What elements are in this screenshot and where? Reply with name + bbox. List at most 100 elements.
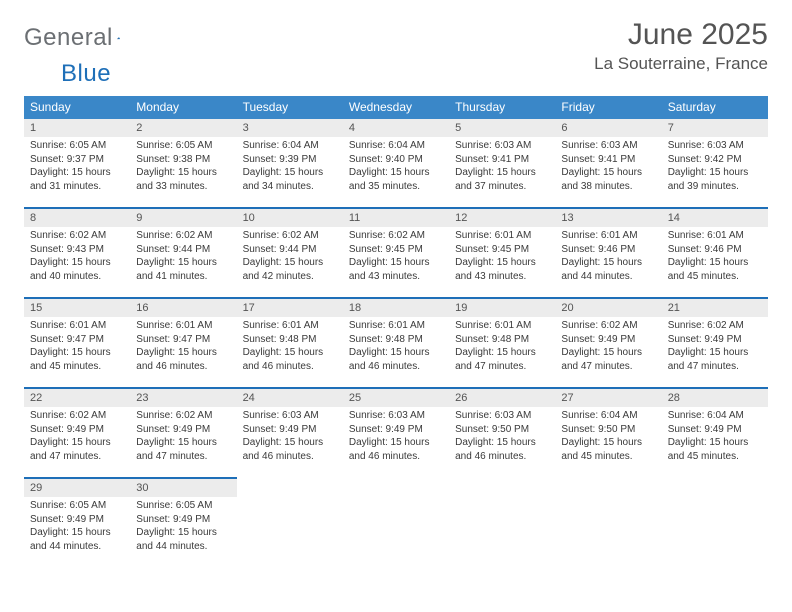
weekday-header: Monday bbox=[130, 96, 236, 119]
day-detail-cell: Sunrise: 6:01 AMSunset: 9:46 PMDaylight:… bbox=[555, 227, 661, 298]
sunset-line: Sunset: 9:48 PM bbox=[455, 333, 549, 347]
sunset-line: Sunset: 9:49 PM bbox=[30, 513, 124, 527]
day-number-cell: 30 bbox=[130, 478, 236, 497]
sunset-line: Sunset: 9:49 PM bbox=[136, 513, 230, 527]
weekday-header: Thursday bbox=[449, 96, 555, 119]
day-number-cell: 21 bbox=[662, 298, 768, 317]
sunrise-line: Sunrise: 6:01 AM bbox=[668, 229, 762, 243]
sunrise-line: Sunrise: 6:02 AM bbox=[30, 409, 124, 423]
sunset-line: Sunset: 9:39 PM bbox=[243, 153, 337, 167]
sunrise-line: Sunrise: 6:04 AM bbox=[561, 409, 655, 423]
sunrise-line: Sunrise: 6:03 AM bbox=[668, 139, 762, 153]
sunset-line: Sunset: 9:41 PM bbox=[561, 153, 655, 167]
sunset-line: Sunset: 9:49 PM bbox=[136, 423, 230, 437]
sunrise-line: Sunrise: 6:02 AM bbox=[136, 409, 230, 423]
daylight-line: Daylight: 15 hours and 43 minutes. bbox=[455, 256, 549, 283]
sunrise-line: Sunrise: 6:04 AM bbox=[668, 409, 762, 423]
daylight-line: Daylight: 15 hours and 43 minutes. bbox=[349, 256, 443, 283]
day-detail-cell: Sunrise: 6:05 AMSunset: 9:49 PMDaylight:… bbox=[24, 497, 130, 567]
sunrise-line: Sunrise: 6:03 AM bbox=[455, 139, 549, 153]
sunrise-line: Sunrise: 6:02 AM bbox=[243, 229, 337, 243]
day-number-cell: 15 bbox=[24, 298, 130, 317]
daylight-line: Daylight: 15 hours and 47 minutes. bbox=[561, 346, 655, 373]
sunset-line: Sunset: 9:42 PM bbox=[668, 153, 762, 167]
daylight-line: Daylight: 15 hours and 47 minutes. bbox=[136, 436, 230, 463]
day-detail-row: Sunrise: 6:02 AMSunset: 9:43 PMDaylight:… bbox=[24, 227, 768, 298]
day-detail-cell: Sunrise: 6:02 AMSunset: 9:44 PMDaylight:… bbox=[237, 227, 343, 298]
day-detail-cell: Sunrise: 6:05 AMSunset: 9:37 PMDaylight:… bbox=[24, 137, 130, 208]
sunrise-line: Sunrise: 6:05 AM bbox=[136, 139, 230, 153]
daylight-line: Daylight: 15 hours and 44 minutes. bbox=[136, 526, 230, 553]
day-number-row: 22232425262728 bbox=[24, 388, 768, 407]
day-detail-cell: Sunrise: 6:03 AMSunset: 9:41 PMDaylight:… bbox=[555, 137, 661, 208]
day-detail-cell: Sunrise: 6:05 AMSunset: 9:38 PMDaylight:… bbox=[130, 137, 236, 208]
day-detail-cell: Sunrise: 6:04 AMSunset: 9:49 PMDaylight:… bbox=[662, 407, 768, 478]
daylight-line: Daylight: 15 hours and 45 minutes. bbox=[30, 346, 124, 373]
daylight-line: Daylight: 15 hours and 47 minutes. bbox=[455, 346, 549, 373]
daylight-line: Daylight: 15 hours and 31 minutes. bbox=[30, 166, 124, 193]
day-detail-cell: Sunrise: 6:03 AMSunset: 9:49 PMDaylight:… bbox=[343, 407, 449, 478]
day-detail-cell: Sunrise: 6:01 AMSunset: 9:46 PMDaylight:… bbox=[662, 227, 768, 298]
day-number-cell: 25 bbox=[343, 388, 449, 407]
day-number-cell: 2 bbox=[130, 119, 236, 137]
day-detail-cell: Sunrise: 6:02 AMSunset: 9:49 PMDaylight:… bbox=[24, 407, 130, 478]
sunset-line: Sunset: 9:48 PM bbox=[243, 333, 337, 347]
day-number-cell: 9 bbox=[130, 208, 236, 227]
daylight-line: Daylight: 15 hours and 46 minutes. bbox=[349, 436, 443, 463]
calendar-body: 1234567Sunrise: 6:05 AMSunset: 9:37 PMDa… bbox=[24, 119, 768, 567]
daylight-line: Daylight: 15 hours and 45 minutes. bbox=[561, 436, 655, 463]
daylight-line: Daylight: 15 hours and 34 minutes. bbox=[243, 166, 337, 193]
day-number-cell: 5 bbox=[449, 119, 555, 137]
sunset-line: Sunset: 9:49 PM bbox=[668, 423, 762, 437]
day-detail-cell: Sunrise: 6:01 AMSunset: 9:48 PMDaylight:… bbox=[237, 317, 343, 388]
daylight-line: Daylight: 15 hours and 38 minutes. bbox=[561, 166, 655, 193]
daylight-line: Daylight: 15 hours and 44 minutes. bbox=[30, 526, 124, 553]
day-number-cell: 24 bbox=[237, 388, 343, 407]
daylight-line: Daylight: 15 hours and 40 minutes. bbox=[30, 256, 124, 283]
sunset-line: Sunset: 9:38 PM bbox=[136, 153, 230, 167]
day-detail-cell: Sunrise: 6:04 AMSunset: 9:40 PMDaylight:… bbox=[343, 137, 449, 208]
day-detail-cell: Sunrise: 6:01 AMSunset: 9:45 PMDaylight:… bbox=[449, 227, 555, 298]
calendar-table: SundayMondayTuesdayWednesdayThursdayFrid… bbox=[24, 96, 768, 567]
brand-text-blue: Blue bbox=[24, 60, 111, 87]
day-number-cell: 14 bbox=[662, 208, 768, 227]
day-detail-cell bbox=[449, 497, 555, 567]
daylight-line: Daylight: 15 hours and 46 minutes. bbox=[349, 346, 443, 373]
daylight-line: Daylight: 15 hours and 46 minutes. bbox=[243, 346, 337, 373]
day-number-cell: 8 bbox=[24, 208, 130, 227]
daylight-line: Daylight: 15 hours and 45 minutes. bbox=[668, 436, 762, 463]
day-number-row: 15161718192021 bbox=[24, 298, 768, 317]
sunset-line: Sunset: 9:41 PM bbox=[455, 153, 549, 167]
day-detail-cell: Sunrise: 6:04 AMSunset: 9:39 PMDaylight:… bbox=[237, 137, 343, 208]
day-number-cell: 7 bbox=[662, 119, 768, 137]
day-detail-row: Sunrise: 6:01 AMSunset: 9:47 PMDaylight:… bbox=[24, 317, 768, 388]
weekday-header: Sunday bbox=[24, 96, 130, 119]
sunset-line: Sunset: 9:46 PM bbox=[668, 243, 762, 257]
day-number-cell: 29 bbox=[24, 478, 130, 497]
day-detail-cell: Sunrise: 6:02 AMSunset: 9:44 PMDaylight:… bbox=[130, 227, 236, 298]
weekday-header: Tuesday bbox=[237, 96, 343, 119]
day-detail-row: Sunrise: 6:02 AMSunset: 9:49 PMDaylight:… bbox=[24, 407, 768, 478]
daylight-line: Daylight: 15 hours and 46 minutes. bbox=[136, 346, 230, 373]
day-number-row: 891011121314 bbox=[24, 208, 768, 227]
sunset-line: Sunset: 9:46 PM bbox=[561, 243, 655, 257]
day-number-cell bbox=[449, 478, 555, 497]
sunset-line: Sunset: 9:45 PM bbox=[349, 243, 443, 257]
sunrise-line: Sunrise: 6:02 AM bbox=[561, 319, 655, 333]
location-text: La Souterraine, France bbox=[594, 54, 768, 74]
brand-logo: General bbox=[24, 18, 141, 52]
sunrise-line: Sunrise: 6:04 AM bbox=[243, 139, 337, 153]
day-number-cell bbox=[343, 478, 449, 497]
sunset-line: Sunset: 9:50 PM bbox=[561, 423, 655, 437]
day-detail-cell bbox=[555, 497, 661, 567]
sunset-line: Sunset: 9:44 PM bbox=[136, 243, 230, 257]
sunset-line: Sunset: 9:49 PM bbox=[243, 423, 337, 437]
day-number-cell: 11 bbox=[343, 208, 449, 227]
day-detail-cell: Sunrise: 6:02 AMSunset: 9:45 PMDaylight:… bbox=[343, 227, 449, 298]
sunset-line: Sunset: 9:49 PM bbox=[349, 423, 443, 437]
daylight-line: Daylight: 15 hours and 45 minutes. bbox=[668, 256, 762, 283]
daylight-line: Daylight: 15 hours and 39 minutes. bbox=[668, 166, 762, 193]
daylight-line: Daylight: 15 hours and 37 minutes. bbox=[455, 166, 549, 193]
sunrise-line: Sunrise: 6:02 AM bbox=[136, 229, 230, 243]
sunrise-line: Sunrise: 6:02 AM bbox=[349, 229, 443, 243]
